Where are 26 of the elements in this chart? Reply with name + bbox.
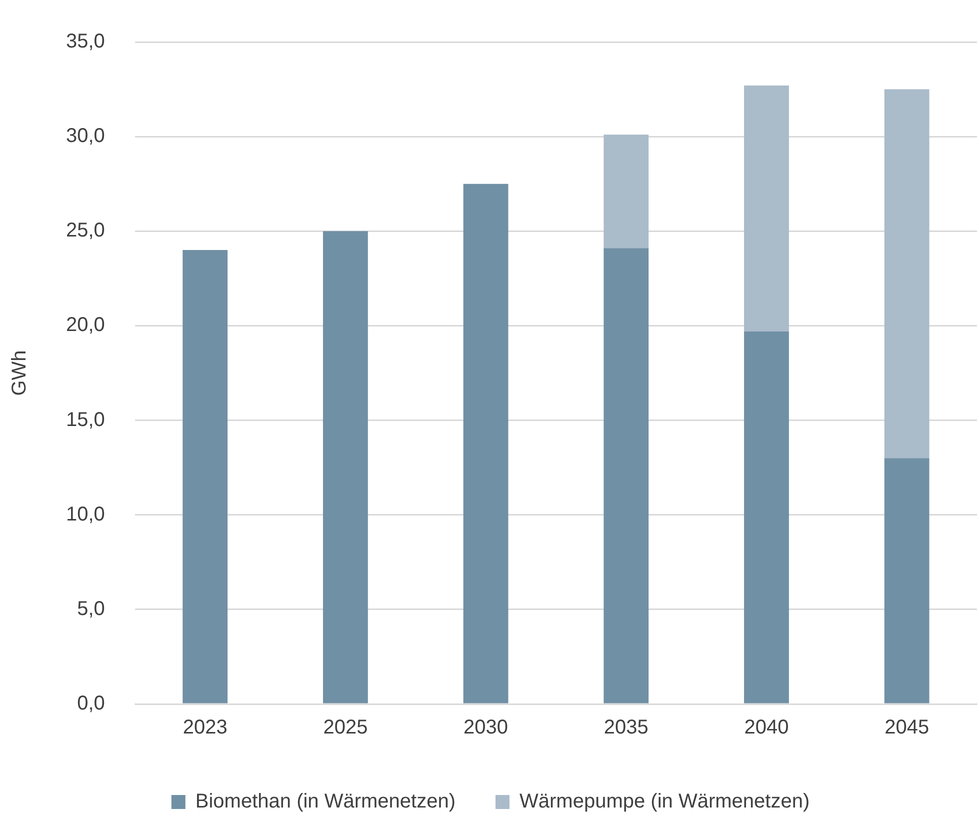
y-tick-label: 20,0	[66, 314, 105, 336]
legend-label: Wärmepumpe (in Wärmenetzen)	[520, 790, 810, 813]
bar	[463, 184, 508, 704]
bar	[182, 250, 228, 704]
y-tick-label: 35,0	[66, 30, 105, 53]
y-tick-label: 10,0	[66, 503, 105, 526]
x-tick-label: 2023	[182, 716, 228, 739]
x-tick-label: 2030	[464, 716, 508, 739]
bar	[604, 248, 649, 704]
bar	[744, 86, 789, 332]
y-tick-label: 5,0	[77, 598, 105, 620]
bar	[744, 331, 789, 704]
x-tick-label: 2025	[323, 716, 368, 739]
y-axis-title: GWh	[8, 350, 31, 396]
y-tick-label: 30,0	[66, 125, 105, 148]
y-tick-label: 25,0	[66, 220, 105, 242]
x-tick-label: 2035	[604, 716, 648, 739]
bar	[322, 231, 368, 704]
legend-label: Biomethan (in Wärmenetzen)	[195, 790, 456, 813]
x-tick-label: 2040	[744, 716, 789, 739]
bar	[884, 89, 930, 458]
bar	[604, 134, 649, 248]
bar	[884, 458, 930, 704]
y-tick-label: 15,0	[66, 408, 105, 431]
x-tick-label: 2045	[884, 716, 930, 739]
y-tick-label: 0,0	[77, 692, 105, 715]
